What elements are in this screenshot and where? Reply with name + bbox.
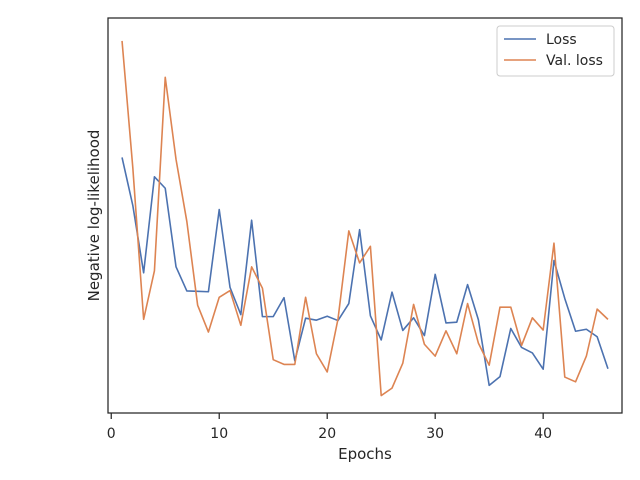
- x-tick-label: 30: [426, 426, 444, 442]
- x-tick-label: 0: [107, 426, 116, 442]
- legend-label-loss: Loss: [546, 32, 577, 48]
- legend: Loss Val. loss: [496, 25, 615, 77]
- plot-frame: [107, 17, 623, 414]
- x-tick-label: 20: [318, 426, 336, 442]
- legend-label-val-loss: Val. loss: [546, 53, 603, 69]
- series-line-val-loss: [121, 40, 609, 397]
- x-tick-label: 40: [534, 426, 552, 442]
- y-axis-label: Negative log-likelihood: [85, 130, 103, 302]
- series-line-loss: [121, 157, 609, 387]
- x-tick-label: 10: [210, 426, 228, 442]
- x-axis-label: Epochs: [338, 445, 392, 463]
- plot-lines: [121, 40, 609, 397]
- x-axis-ticks: 0 10 20 30 40: [107, 413, 552, 442]
